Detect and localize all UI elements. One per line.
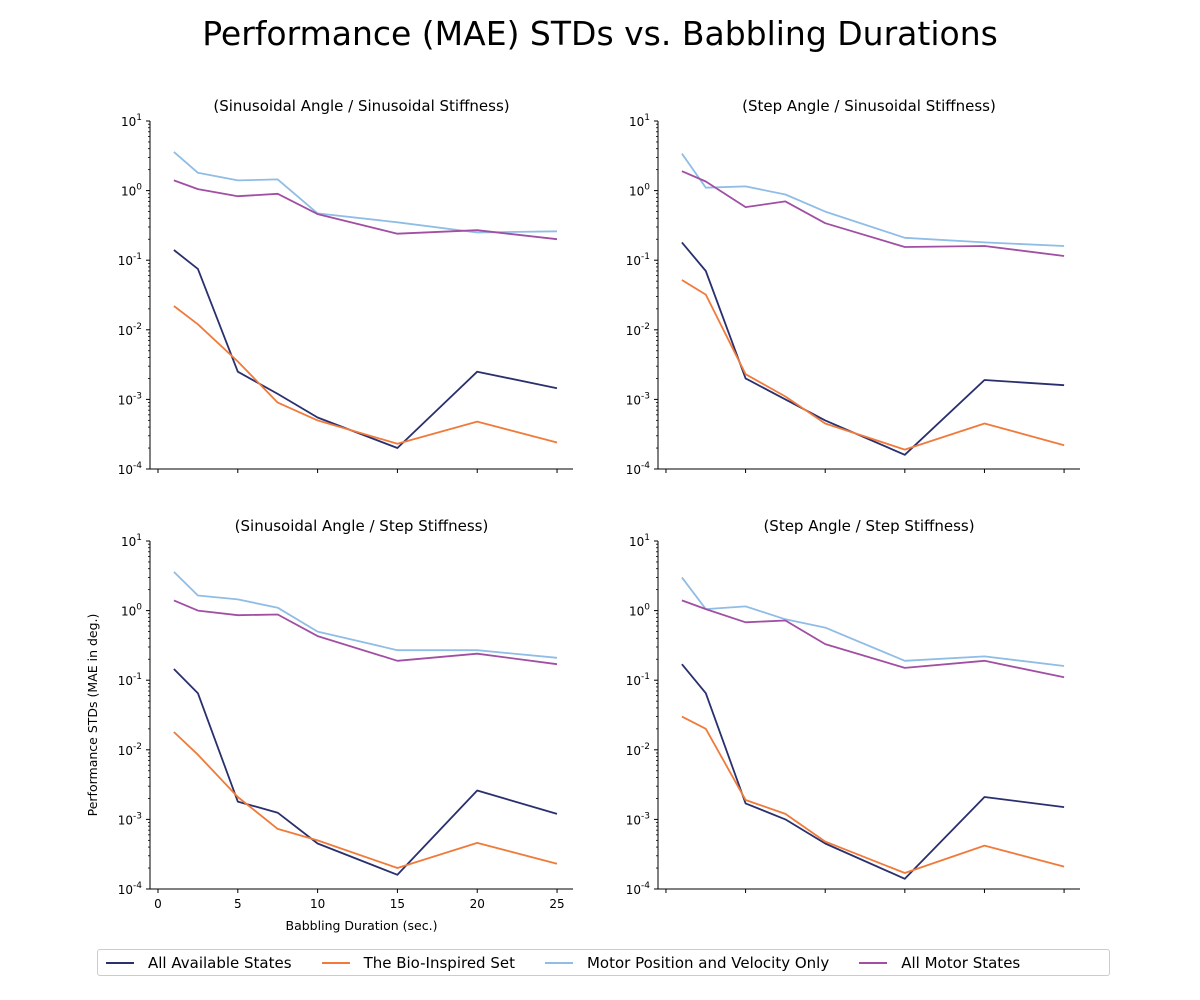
legend: All Available States The Bio-Inspired Se… xyxy=(97,949,1110,976)
legend-swatch xyxy=(106,961,134,964)
legend-swatch xyxy=(544,961,573,964)
subplot-title: (Sinusoidal Angle / Sinusoidal Stiffness… xyxy=(213,97,509,115)
y-tick-label: 10-4 xyxy=(118,461,143,477)
y-tick-label: 100 xyxy=(121,183,142,199)
y-tick-label: 10-1 xyxy=(626,252,650,268)
y-tick-label: 10-4 xyxy=(626,881,651,897)
series-line-all-available-states xyxy=(681,241,1065,456)
series-line-all-available-states xyxy=(681,663,1065,880)
legend-label: All Available States xyxy=(148,953,292,972)
y-tick-label: 101 xyxy=(629,533,650,549)
subplot-3: 10-4 10-3 10-2 10-1 100 101 0 5 10 15 20 25 (Sinusoi… xyxy=(85,517,573,933)
series-line-motor-position-and-velocity-only xyxy=(681,153,1065,247)
series-line-all-available-states xyxy=(173,249,558,449)
y-tick-label: 10-4 xyxy=(626,461,651,477)
series-line-all-available-states xyxy=(173,668,558,876)
x-tick-label: 5 xyxy=(234,897,242,911)
x-tick-label: 25 xyxy=(549,897,564,911)
series-line-all-motor-states xyxy=(681,170,1065,257)
y-tick-label: 101 xyxy=(121,533,142,549)
series-line-the-bio-inspired-set xyxy=(173,731,558,869)
series-line-motor-position-and-velocity-only xyxy=(173,571,558,659)
series-line-all-motor-states xyxy=(173,179,558,241)
y-tick-label: 10-3 xyxy=(626,811,650,827)
y-tick-label: 10-3 xyxy=(118,391,142,407)
series-line-motor-position-and-velocity-only xyxy=(173,151,558,234)
x-tick-label: 15 xyxy=(390,897,405,911)
y-tick-label: 101 xyxy=(629,113,650,129)
legend-item-all-motor-states: All Motor States xyxy=(859,954,1020,972)
legend-label: The Bio-Inspired Set xyxy=(363,953,515,972)
subplot-4: 10-4 10-3 10-2 10-1 100 101 (Step Angle / Step… xyxy=(626,517,1080,897)
y-tick-label: 10-3 xyxy=(626,391,650,407)
y-tick-label: 10-1 xyxy=(626,672,650,688)
subplot-2: 10-4 10-3 10-2 10-1 100 101 (Step Angle / Sinu… xyxy=(626,97,1080,477)
y-tick-label: 100 xyxy=(121,603,142,619)
subplot-title: (Step Angle / Step Stiffness) xyxy=(763,517,974,535)
y-tick-label: 10-2 xyxy=(626,322,650,338)
x-tick-label: 0 xyxy=(154,897,162,911)
y-tick-label: 101 xyxy=(121,113,142,129)
legend-label: Motor Position and Velocity Only xyxy=(586,953,830,972)
series-line-all-motor-states xyxy=(681,599,1065,679)
y-tick-label: 10-1 xyxy=(118,252,142,268)
series-line-the-bio-inspired-set xyxy=(681,715,1065,874)
subplot-title: (Step Angle / Sinusoidal Stiffness) xyxy=(742,97,996,115)
series-line-all-motor-states xyxy=(173,599,558,666)
x-tick-label: 10 xyxy=(310,897,325,911)
legend-swatch xyxy=(321,961,350,964)
y-tick-label: 100 xyxy=(629,603,650,619)
y-tick-label: 10-2 xyxy=(118,322,142,338)
subplot-title: (Sinusoidal Angle / Step Stiffness) xyxy=(235,517,489,535)
y-tick-label: 10-4 xyxy=(118,881,143,897)
legend-item-bio-inspired-set: The Bio-Inspired Set xyxy=(321,953,515,972)
x-axis-label: Babbling Duration (sec.) xyxy=(286,918,438,933)
y-tick-label: 10-2 xyxy=(118,742,142,758)
legend-item-all-available-states: All Available States xyxy=(106,954,292,972)
series-line-motor-position-and-velocity-only xyxy=(681,576,1065,667)
series-line-the-bio-inspired-set xyxy=(681,279,1065,451)
figure-title: Performance (MAE) STDs vs. Babbling Dura… xyxy=(202,14,998,53)
legend-swatch xyxy=(859,961,888,964)
y-tick-label: 10-2 xyxy=(626,742,650,758)
legend-item-motor-pos-vel: Motor Position and Velocity Only xyxy=(544,953,830,972)
y-tick-label: 10-3 xyxy=(118,811,142,827)
subplot-1: 10-4 10-3 10-2 10-1 100 101 (Sinusoidal Angle … xyxy=(118,97,573,477)
series-line-the-bio-inspired-set xyxy=(173,305,558,445)
legend-label: All Motor States xyxy=(901,953,1021,972)
y-tick-label: 10-1 xyxy=(118,672,142,688)
y-axis-label: Performance STDs (MAE in deg.) xyxy=(85,614,100,817)
x-tick-label: 20 xyxy=(470,897,485,911)
y-tick-label: 100 xyxy=(629,183,650,199)
